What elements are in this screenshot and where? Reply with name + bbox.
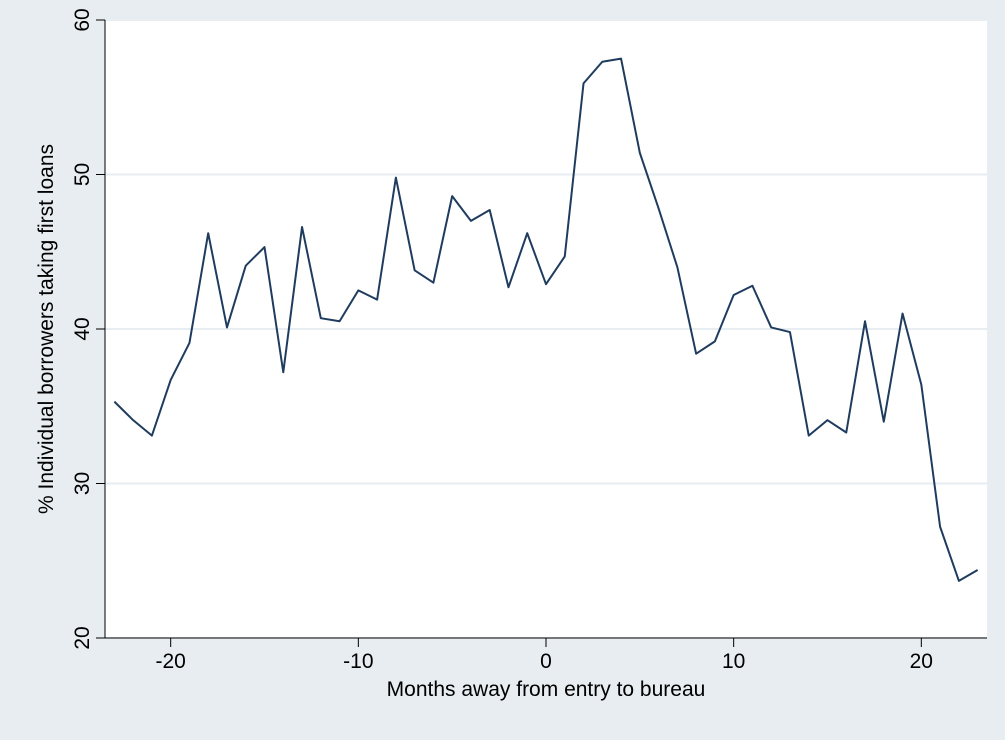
- y-tick-label: 20: [71, 626, 94, 649]
- tick-marks-and-labels: 20 30 40 50 60 -20 -10 0 10 20: [71, 8, 933, 673]
- x-tick-label: 0: [540, 650, 552, 673]
- y-tick-label: 30: [71, 472, 94, 495]
- y-axis-label: % Individual borrowers taking first loan…: [35, 144, 58, 514]
- series-line: [113, 57, 979, 582]
- y-tick-label: 60: [71, 8, 94, 31]
- y-tick-label: 50: [71, 163, 94, 186]
- x-tick-label: -20: [156, 650, 186, 673]
- x-tick-label: 20: [910, 650, 933, 673]
- x-axis-label: Months away from entry to bureau: [387, 678, 706, 701]
- y-tick-label: 40: [71, 317, 94, 340]
- x-tick-label: 10: [722, 650, 745, 673]
- x-tick-label: -10: [343, 650, 373, 673]
